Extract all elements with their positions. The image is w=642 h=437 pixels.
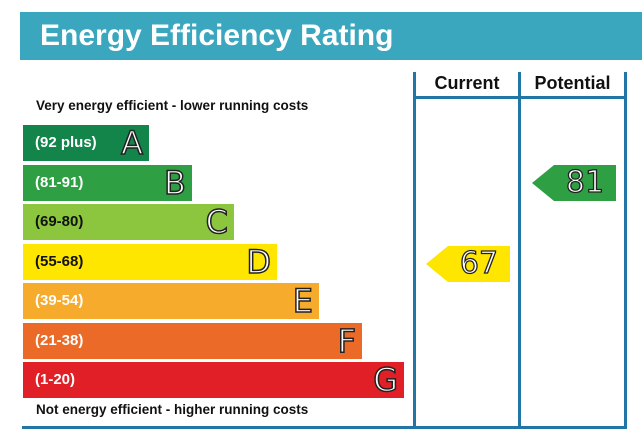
frame-right-edge [624,72,627,428]
band-f: (21-38) F [23,322,362,360]
chart-title: Energy Efficiency Rating [40,19,394,52]
frame-bottom-rule [22,426,627,429]
band-letter-label: F [337,322,357,360]
current-arrow-tip [426,246,448,282]
current-arrow-body [448,246,510,282]
potential-arrow-body [554,165,616,201]
current-rating-arrow: 67 [426,245,510,282]
band-g: (1-20) G [23,361,404,399]
frame-middle-divider [518,72,521,428]
frame-left-divider [413,72,416,428]
title-bar [20,12,642,60]
band-letter-label: G [372,361,398,399]
bottom-caption: Not energy efficient - higher running co… [36,402,309,417]
band-letter-label: D [246,243,272,281]
band-letter-label: E [292,282,314,320]
band-range-label: (1-20) [35,371,76,388]
top-caption: Very energy efficient - lower running co… [36,98,309,113]
band-range-label: (69-80) [35,213,84,230]
frame-header-rule [413,96,627,99]
band-range-label: (92 plus) [35,134,97,151]
band-a: (92 plus) A [23,124,149,162]
band-range-label: (81-91) [35,174,84,191]
band-range-label: (21-38) [35,332,84,349]
band-b: (81-91) B [23,164,192,202]
potential-rating-value: 81 [565,164,605,200]
current-column-header: Current [434,73,500,93]
band-range-label: (39-54) [35,292,84,309]
band-letter-label: B [163,164,186,202]
band-d: (55-68) D [23,243,277,281]
potential-arrow-tip [532,165,554,201]
band-c: (69-80) C [23,203,234,241]
potential-column-header: Potential [534,73,611,93]
band-letter-label: A [120,124,143,162]
band-e: (39-54) E [23,282,319,320]
band-letter-label: C [205,203,229,241]
current-rating-value: 67 [459,245,499,281]
potential-rating-arrow: 81 [532,164,616,201]
band-range-label: (55-68) [35,253,84,270]
